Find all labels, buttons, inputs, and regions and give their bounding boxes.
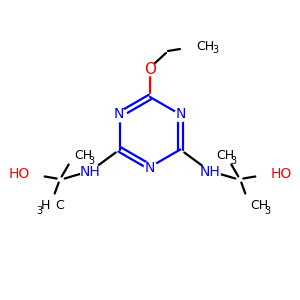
Text: CH: CH [196,40,214,52]
Text: 3: 3 [212,45,218,55]
Text: HO: HO [270,167,292,182]
Text: NH: NH [200,164,221,178]
Text: N: N [145,161,155,175]
Text: H: H [40,199,50,212]
Text: NH: NH [79,164,100,178]
Text: CH: CH [216,149,234,162]
Text: 3: 3 [230,155,236,166]
Text: N: N [113,106,124,121]
Text: O: O [144,61,156,76]
Text: 3: 3 [37,206,43,215]
Text: 3: 3 [264,206,270,215]
Text: CH: CH [75,149,93,162]
Text: CH: CH [250,199,268,212]
Text: 3: 3 [89,155,95,166]
Text: HO: HO [8,167,30,182]
Text: C: C [56,199,64,212]
Text: N: N [176,106,187,121]
